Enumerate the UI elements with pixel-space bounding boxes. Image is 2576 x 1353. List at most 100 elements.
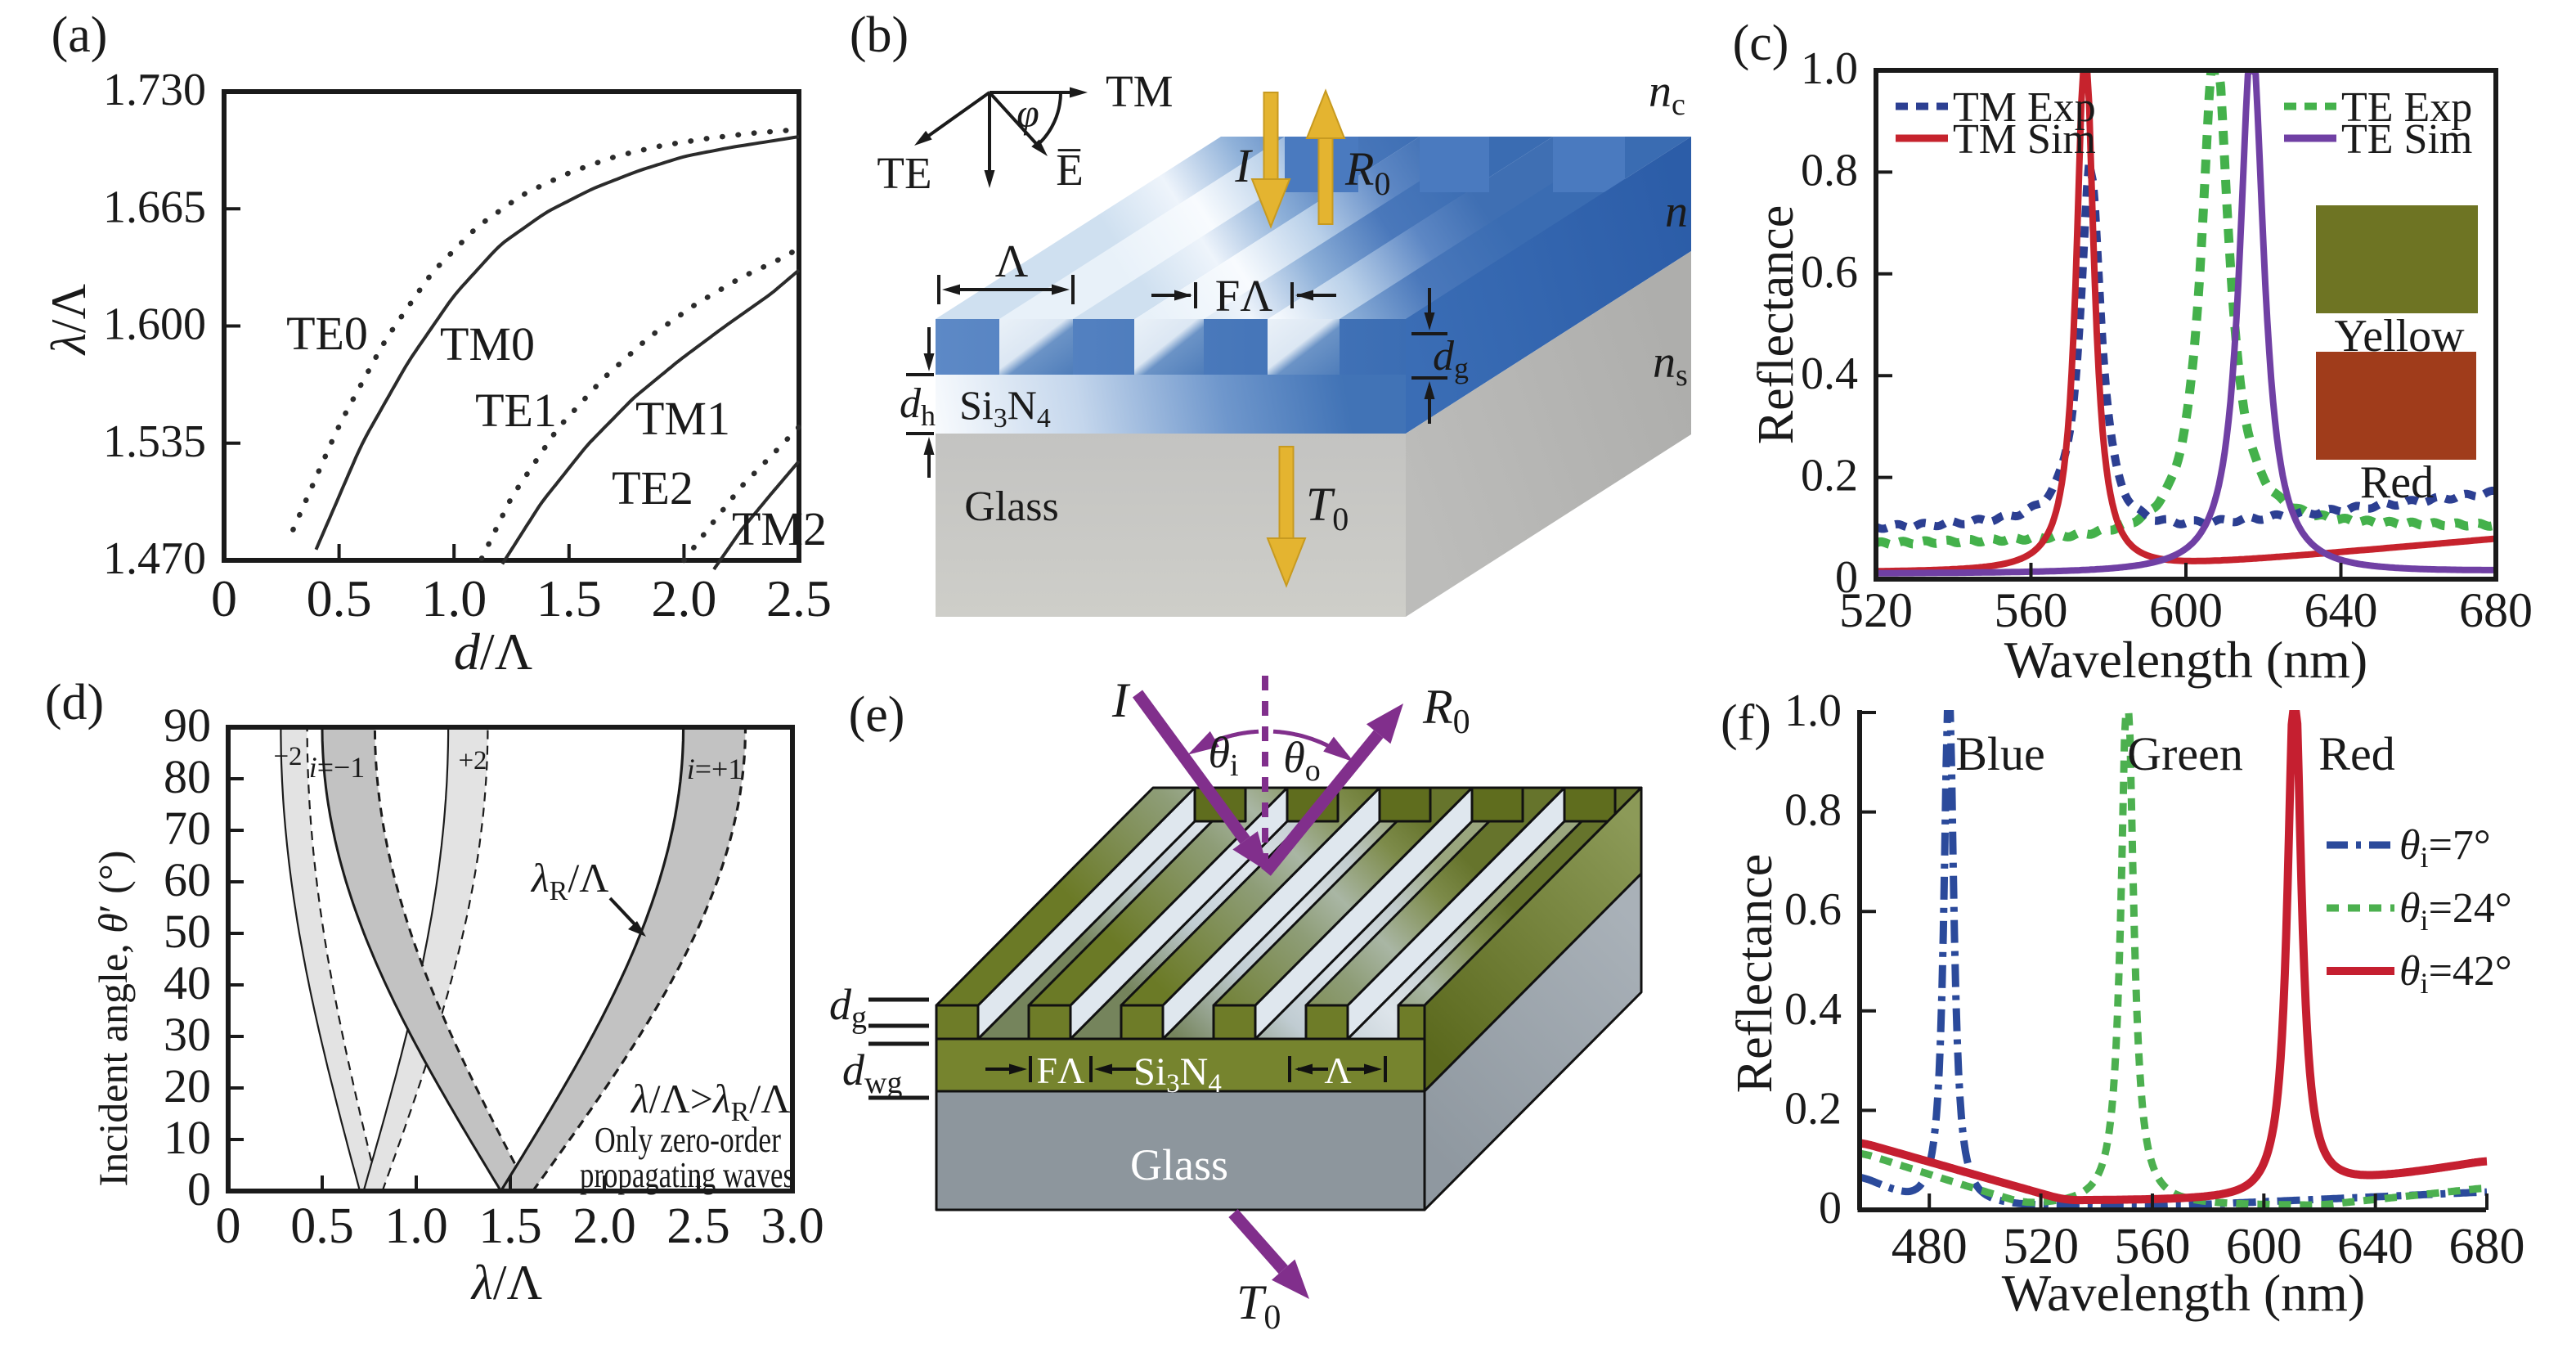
svg-text:E̅: E̅ bbox=[1056, 145, 1084, 195]
svg-text:θo: θo bbox=[1283, 733, 1321, 788]
svg-text:1.600: 1.600 bbox=[103, 299, 206, 350]
svg-text:3.0: 3.0 bbox=[761, 1198, 824, 1254]
svg-text:I: I bbox=[1234, 139, 1253, 192]
svg-text:60: 60 bbox=[164, 853, 211, 906]
svg-text:30: 30 bbox=[164, 1008, 211, 1061]
svg-text:Λ: Λ bbox=[1324, 1050, 1351, 1091]
svg-text:0: 0 bbox=[1819, 1183, 1842, 1234]
svg-text:20: 20 bbox=[164, 1059, 211, 1113]
svg-text:Glass: Glass bbox=[964, 483, 1059, 530]
svg-text:560: 560 bbox=[2114, 1219, 2190, 1274]
svg-text:0.4: 0.4 bbox=[1784, 984, 1842, 1035]
svg-text:(d): (d) bbox=[45, 675, 104, 730]
svg-text:70: 70 bbox=[164, 802, 211, 855]
svg-text:Reflectance: Reflectance bbox=[1748, 205, 1804, 445]
svg-text:1.470: 1.470 bbox=[103, 533, 206, 584]
svg-text:TE1: TE1 bbox=[475, 384, 557, 437]
svg-text:2.0: 2.0 bbox=[651, 569, 716, 627]
svg-text:dg: dg bbox=[1433, 333, 1469, 384]
svg-text:Λ: Λ bbox=[995, 236, 1029, 287]
svg-text:2.5: 2.5 bbox=[666, 1198, 730, 1254]
svg-text:680: 680 bbox=[2449, 1219, 2525, 1274]
svg-text:Green: Green bbox=[2127, 727, 2243, 780]
svg-text:−2: −2 bbox=[273, 742, 302, 771]
svg-text:(f): (f) bbox=[1721, 695, 1771, 751]
svg-text:1.5: 1.5 bbox=[536, 569, 602, 627]
svg-text:λ/Λ: λ/Λ bbox=[470, 1256, 542, 1310]
svg-text:520: 520 bbox=[1839, 583, 1913, 637]
svg-text:n: n bbox=[1665, 187, 1688, 237]
svg-text:0.2: 0.2 bbox=[1801, 451, 1858, 501]
svg-text:Wavelength (nm): Wavelength (nm) bbox=[2002, 1264, 2365, 1322]
svg-text:T0: T0 bbox=[1306, 478, 1349, 537]
svg-text:1.535: 1.535 bbox=[103, 416, 206, 467]
svg-text:0: 0 bbox=[1835, 552, 1858, 603]
svg-text:Red: Red bbox=[2318, 727, 2394, 780]
svg-text:FΛ: FΛ bbox=[1037, 1050, 1085, 1091]
svg-text:TE2: TE2 bbox=[612, 461, 693, 515]
svg-text:Only zero-order: Only zero-order bbox=[595, 1120, 781, 1160]
svg-text:λ/Λ>λR/Λ: λ/Λ>λR/Λ bbox=[630, 1076, 791, 1127]
svg-text:Reflectance: Reflectance bbox=[1727, 854, 1783, 1094]
svg-text:0.5: 0.5 bbox=[290, 1198, 354, 1254]
svg-text:0.6: 0.6 bbox=[1784, 884, 1842, 935]
svg-text:ns: ns bbox=[1653, 337, 1688, 393]
svg-text:640: 640 bbox=[2337, 1219, 2413, 1274]
svg-text:560: 560 bbox=[1995, 583, 2068, 637]
svg-text:TE Exp: TE Exp bbox=[2341, 84, 2472, 131]
svg-text:2.5: 2.5 bbox=[766, 569, 832, 627]
svg-text:θi=7°: θi=7° bbox=[2399, 822, 2491, 874]
svg-text:520: 520 bbox=[2003, 1219, 2079, 1274]
svg-text:2.0: 2.0 bbox=[572, 1198, 636, 1254]
svg-text:Incident angle, θ′ (°): Incident angle, θ′ (°) bbox=[90, 851, 136, 1187]
svg-text:Wavelength (nm): Wavelength (nm) bbox=[2004, 631, 2367, 689]
svg-text:T0: T0 bbox=[1236, 1275, 1281, 1337]
svg-text:Glass: Glass bbox=[1130, 1140, 1228, 1189]
svg-text:I: I bbox=[1111, 673, 1131, 727]
svg-text:TM Exp: TM Exp bbox=[1953, 84, 2096, 131]
svg-text:50: 50 bbox=[164, 905, 211, 958]
svg-text:Blue: Blue bbox=[1955, 727, 2045, 780]
svg-text:0: 0 bbox=[211, 569, 237, 627]
svg-text:nc: nc bbox=[1649, 66, 1685, 122]
svg-text:1.0: 1.0 bbox=[1801, 43, 1858, 94]
svg-text:λ/Λ: λ/Λ bbox=[42, 284, 96, 356]
svg-text:θi=42°: θi=42° bbox=[2399, 948, 2512, 1000]
svg-text:40: 40 bbox=[164, 956, 211, 1009]
svg-text:TM2: TM2 bbox=[732, 502, 827, 555]
svg-text:1.665: 1.665 bbox=[103, 182, 206, 232]
svg-text:TM: TM bbox=[1106, 66, 1174, 116]
svg-text:1.0: 1.0 bbox=[421, 569, 487, 627]
svg-text:(c): (c) bbox=[1733, 16, 1789, 71]
svg-text:90: 90 bbox=[164, 699, 211, 752]
svg-text:θi: θi bbox=[1208, 728, 1238, 783]
svg-text:λR/Λ: λR/Λ bbox=[530, 855, 609, 906]
svg-text:1.730: 1.730 bbox=[103, 65, 206, 115]
svg-text:TE0: TE0 bbox=[286, 307, 368, 360]
svg-text:680: 680 bbox=[2459, 583, 2533, 637]
svg-text:TE: TE bbox=[877, 148, 931, 198]
svg-text:θi=24°: θi=24° bbox=[2399, 885, 2512, 937]
svg-text:1.0: 1.0 bbox=[384, 1198, 448, 1254]
svg-text:600: 600 bbox=[2149, 583, 2223, 637]
svg-text:0: 0 bbox=[187, 1162, 211, 1216]
svg-text:FΛ: FΛ bbox=[1215, 271, 1273, 321]
svg-text:0: 0 bbox=[216, 1198, 241, 1254]
svg-text:80: 80 bbox=[164, 750, 211, 803]
svg-text:0.8: 0.8 bbox=[1784, 785, 1842, 836]
svg-text:φ: φ bbox=[1016, 90, 1039, 136]
svg-text:+2: +2 bbox=[458, 746, 487, 775]
svg-text:(e): (e) bbox=[849, 687, 905, 743]
svg-text:Red: Red bbox=[2360, 457, 2434, 508]
svg-text:TM Sim: TM Sim bbox=[1953, 116, 2096, 163]
svg-text:(b): (b) bbox=[850, 7, 909, 63]
svg-text:TE Sim: TE Sim bbox=[2341, 116, 2472, 163]
svg-text:i=+1: i=+1 bbox=[687, 753, 743, 785]
svg-text:dh: dh bbox=[900, 380, 936, 432]
svg-text:TM0: TM0 bbox=[440, 317, 535, 371]
svg-text:0.6: 0.6 bbox=[1801, 247, 1858, 298]
svg-text:10: 10 bbox=[164, 1111, 211, 1164]
svg-text:propagating waves: propagating waves bbox=[580, 1155, 794, 1195]
svg-text:0.8: 0.8 bbox=[1801, 145, 1858, 196]
svg-text:i=−1: i=−1 bbox=[309, 751, 366, 784]
